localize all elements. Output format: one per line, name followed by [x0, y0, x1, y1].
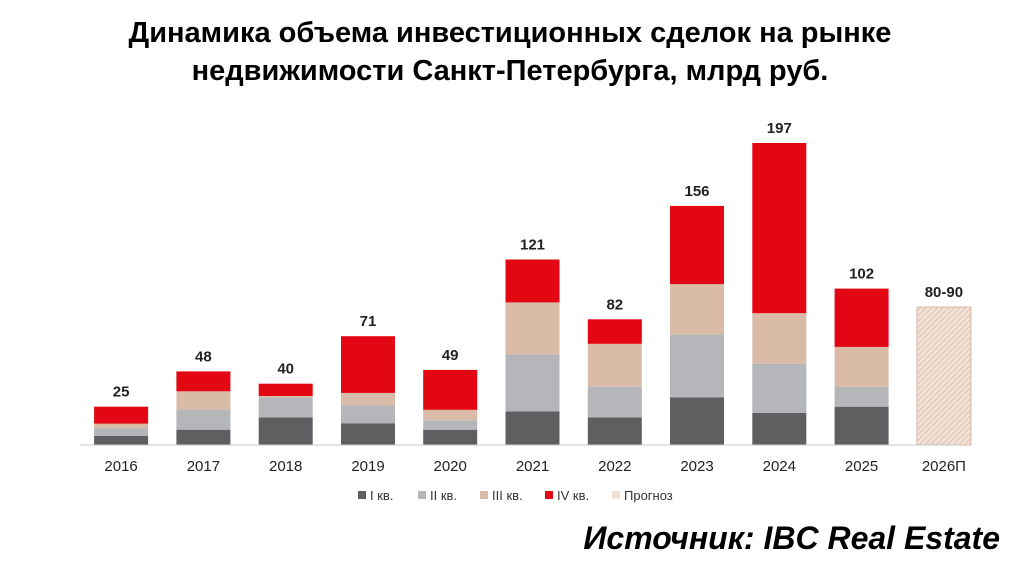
legend-swatch-q1 [358, 491, 366, 499]
bar-segment-q4-2021 [505, 259, 560, 303]
bar-segment-q3-2023 [670, 284, 724, 335]
bar-segment-q3-2019 [341, 392, 395, 406]
legend-swatch-q3 [480, 491, 488, 499]
bar-segment-q4-2025 [834, 288, 889, 347]
bar-segment-q2-2016 [94, 428, 149, 436]
bar-segment-forecast-2026П [916, 306, 972, 446]
bar-segment-q2-2024 [752, 363, 807, 413]
bar-segment-q3-2016 [94, 423, 149, 429]
bar-segment-q1-2017 [176, 429, 231, 445]
x-tick-label-2018: 2018 [269, 458, 302, 475]
total-label-2022: 82 [606, 296, 623, 313]
total-label-2016: 25 [113, 384, 130, 401]
bar-segment-q1-2025 [834, 406, 889, 445]
total-label-2020: 49 [442, 347, 459, 364]
bar-segment-q1-2024 [752, 412, 807, 445]
x-tick-label-2021: 2021 [516, 458, 549, 475]
bar-segment-q3-2017 [176, 391, 231, 410]
total-label-2019: 71 [360, 313, 377, 330]
bar-segment-q4-2022 [587, 319, 642, 344]
bar-segment-q3-2025 [834, 346, 889, 387]
bar-segment-q4-2017 [176, 371, 231, 392]
x-tick-label-2019: 2019 [351, 458, 384, 475]
bar-segment-q2-2022 [587, 386, 642, 418]
bar-segment-q1-2021 [505, 411, 560, 445]
bar-segment-q4-2024 [752, 143, 807, 314]
total-label-2021: 121 [520, 237, 545, 254]
x-tick-label-2016: 2016 [104, 458, 137, 475]
x-tick-label-2026П: 2026П [922, 458, 966, 475]
bar-segment-q1-2020 [423, 429, 478, 445]
bar-segment-q2-2019 [341, 405, 395, 424]
bar-segment-q1-2018 [258, 417, 313, 445]
bar-segment-q3-2018 [258, 395, 313, 398]
bar-segment-q2-2021 [505, 354, 560, 412]
bar-segment-q4-2019 [341, 336, 395, 393]
x-tick-label-2022: 2022 [598, 458, 631, 475]
total-label-2025: 102 [849, 266, 874, 283]
bar-segment-q2-2023 [670, 334, 724, 398]
total-label-2026П: 80-90 [925, 284, 963, 301]
bar-segment-q4-2016 [94, 406, 149, 424]
legend-label-forecast: Прогноз [624, 488, 673, 503]
x-tick-label-2023: 2023 [680, 458, 713, 475]
legend-label-q1: I кв. [370, 488, 393, 503]
legend-label-q2: II кв. [430, 488, 457, 503]
total-label-2024: 197 [767, 120, 792, 137]
total-label-2018: 40 [277, 361, 294, 378]
x-tick-label-2024: 2024 [763, 458, 796, 475]
bar-segment-q1-2016 [94, 435, 149, 445]
bar-segment-q4-2020 [423, 369, 478, 410]
legend-swatch-q2 [418, 491, 426, 499]
chart-title-line-2: недвижимости Санкт-Петербурга, млрд руб. [191, 55, 829, 87]
bar-segment-q4-2018 [258, 383, 313, 396]
bar-segment-q4-2023 [670, 205, 724, 285]
bar-segment-q3-2022 [587, 343, 642, 387]
bar-segment-q3-2020 [423, 409, 478, 421]
bar-segment-q1-2023 [670, 397, 724, 445]
legend-swatch-q4 [545, 491, 553, 499]
total-label-2023: 156 [684, 183, 709, 200]
bar-segment-q2-2018 [258, 397, 313, 418]
bar-segment-q2-2025 [834, 386, 889, 407]
legend-label-q3: III кв. [492, 488, 523, 503]
x-tick-label-2020: 2020 [434, 458, 467, 475]
legend-swatch-forecast [612, 491, 620, 499]
bar-segment-q2-2020 [423, 420, 478, 430]
bars-layer [94, 143, 972, 446]
legend: I кв. II кв. III кв. IV кв. Прогноз [358, 488, 673, 503]
chart-title-line-1: Динамика объема инвестиционных сделок на… [128, 17, 892, 49]
bar-segment-q1-2019 [341, 423, 395, 445]
labels-layer: 25 2016 48 2017 40 2018 71 2019 49 2020 121 2021 82 2… [104, 120, 966, 475]
legend-label-q4: IV кв. [557, 488, 589, 503]
source-note: Источник: IBC Real Estate [583, 520, 1000, 556]
chart-title: Динамика объема инвестиционных сделок на… [0, 14, 1020, 90]
bar-segment-q2-2017 [176, 409, 231, 430]
x-tick-label-2017: 2017 [187, 458, 220, 475]
total-label-2017: 48 [195, 348, 212, 365]
bar-segment-q1-2022 [587, 417, 642, 445]
x-tick-label-2025: 2025 [845, 458, 878, 475]
bar-segment-q3-2024 [752, 313, 807, 364]
bar-segment-q3-2021 [505, 302, 560, 355]
